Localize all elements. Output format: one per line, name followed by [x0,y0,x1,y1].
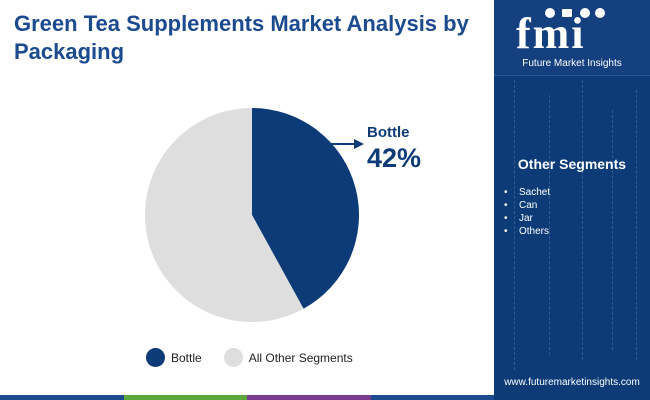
logo-chart-icon [595,8,605,18]
pie-slice-bottle [252,108,359,309]
callout-arrowhead [354,139,364,149]
segment-item-can: Can [504,199,550,212]
bottom-color-bar [0,395,494,400]
pie-slices [144,108,359,322]
callout-value: 42% [367,143,422,173]
legend-label-other: All Other Segments [248,350,353,365]
decorative-line [582,80,583,360]
bottom-bar-segment [0,395,124,400]
bottom-bar-segment [370,395,494,400]
logo-person-icon [580,8,590,18]
pie-chart [144,108,364,322]
logo-truck-icon [562,9,572,17]
decorative-line [636,90,637,360]
legend: Bottle All Other Segments [146,348,375,367]
website-link[interactable]: www.futuremarketinsights.com [504,377,640,388]
legend-item-other: All Other Segments [223,348,353,367]
pie-slice-all-other-segments [144,108,304,322]
other-segments-heading: Other Segments [517,156,627,172]
segment-item-others: Others [504,225,550,238]
segment-item-sachet: Sachet [504,186,550,199]
callout-label: Bottle [367,124,410,141]
logo-icons [545,8,605,18]
main-panel: Green Tea Supplements Market Analysis by… [0,11,494,400]
legend-swatch-other [223,348,243,367]
other-segments-list: Sachet Can Jar Others [504,186,550,238]
logo-globe-icon [545,8,555,18]
logo-subtitle: Future Market Insights [522,58,622,69]
legend-swatch-bottle [146,348,165,367]
decorative-line [612,110,613,350]
legend-item-bottle: Bottle [146,348,202,367]
page-title: Green Tea Supplements Market Analysis by… [14,11,469,64]
legend-label-bottle: Bottle [171,350,202,365]
fmi-logo[interactable]: fmi Future Market Insights [494,0,650,76]
bottom-bar-segment [123,395,247,400]
sidebar: fmi Future Market Insights Other Segment… [494,0,650,400]
segment-item-jar: Jar [504,212,550,225]
bottom-bar-segment [247,395,371,400]
